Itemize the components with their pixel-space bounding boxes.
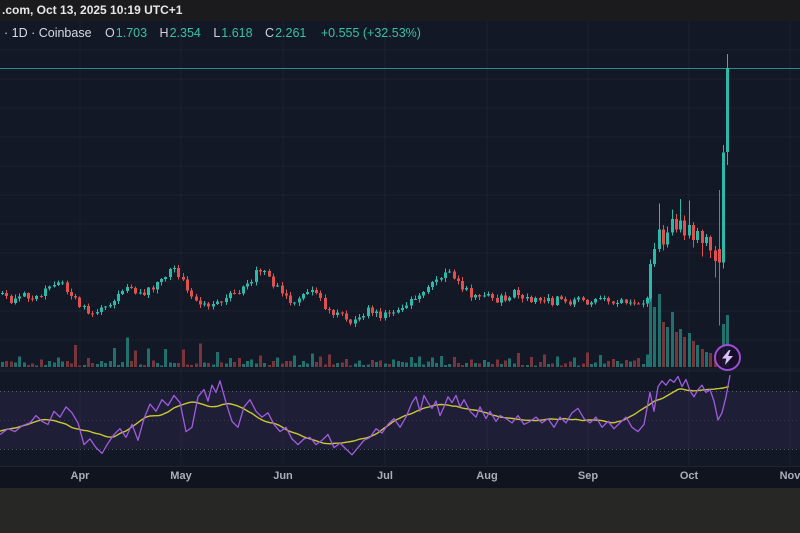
- symbol-legend: · 1D · Coinbase O1.703 H2.354 L1.618 C2.…: [4, 24, 421, 42]
- window-titlebar: .com, Oct 13, 2025 10:19 UTC+1: [0, 0, 800, 21]
- axis-month-label: Nov: [779, 470, 800, 482]
- flash-button[interactable]: [714, 344, 741, 371]
- chart-region[interactable]: · 1D · Coinbase O1.703 H2.354 L1.618 C2.…: [0, 21, 800, 488]
- axis-month-label: Sep: [577, 470, 599, 482]
- axis-month-label: Jun: [273, 470, 293, 482]
- window-title: .com, Oct 13, 2025 10:19 UTC+1: [2, 3, 183, 17]
- ohlc-open: O1.703: [105, 26, 148, 40]
- time-axis[interactable]: Apr May Jun Jul Aug Sep Oct Nov: [0, 466, 800, 488]
- chart-canvas[interactable]: [0, 21, 800, 487]
- lightning-icon: [722, 350, 733, 365]
- ohlc-high: H2.354: [159, 26, 201, 40]
- price-change: +0.555 (+32.53%): [320, 26, 421, 40]
- axis-month-label: Jul: [377, 470, 393, 482]
- axis-month-label: Oct: [679, 470, 699, 482]
- ohlc-close: C2.261: [265, 26, 307, 40]
- page-background-strip: [0, 487, 800, 533]
- symbol-info[interactable]: · 1D · Coinbase: [4, 26, 92, 40]
- axis-month-label: Apr: [70, 470, 90, 482]
- axis-month-label: Aug: [476, 470, 498, 482]
- ohlc-low: L1.618: [213, 26, 253, 40]
- axis-month-label: May: [170, 470, 192, 482]
